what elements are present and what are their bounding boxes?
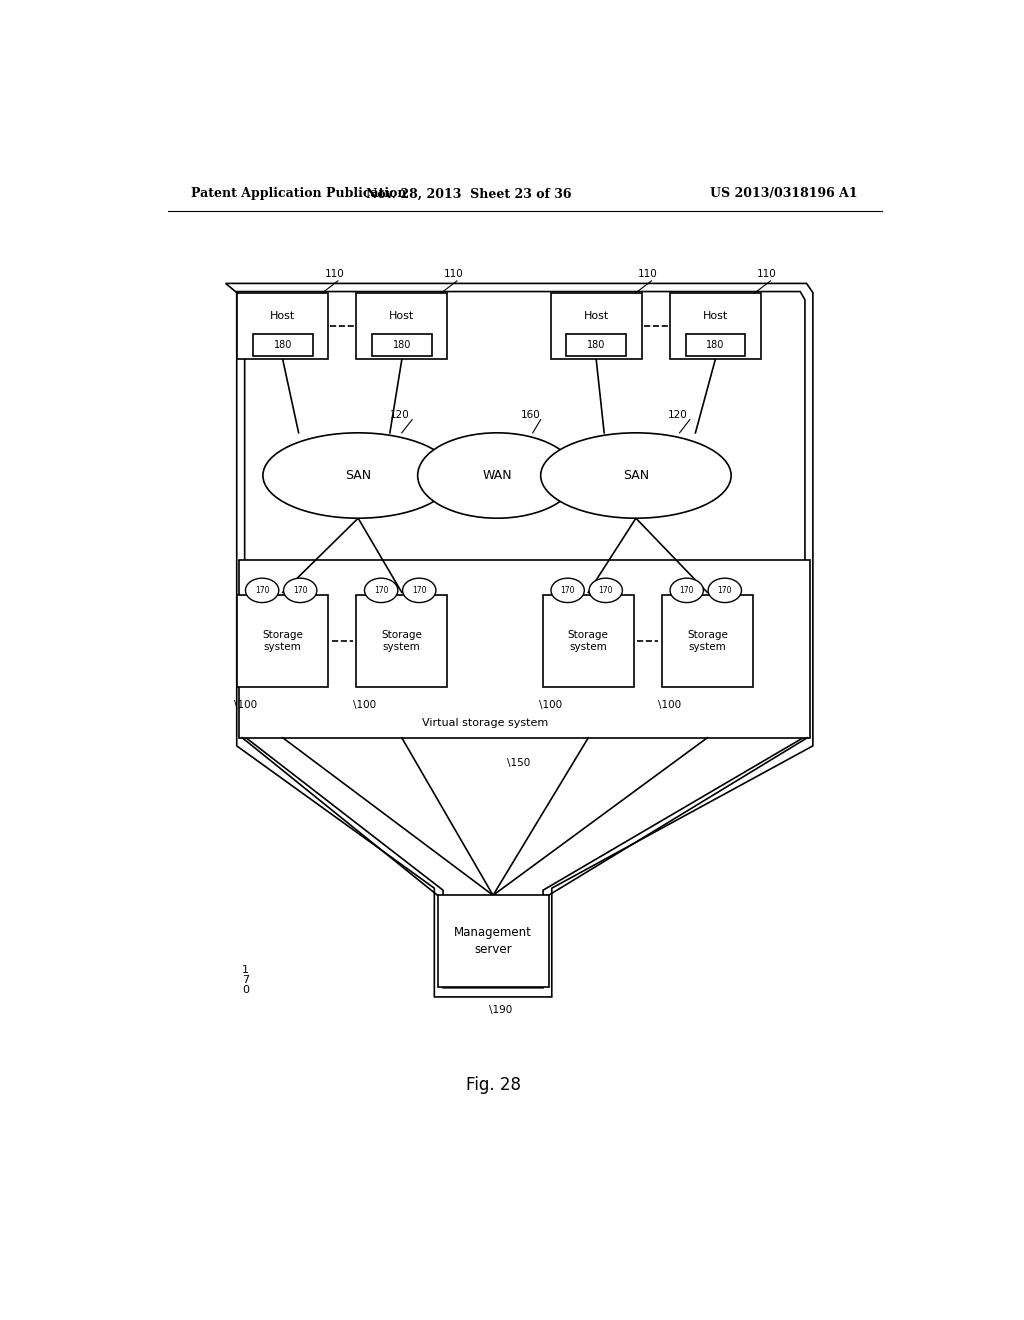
FancyBboxPatch shape — [685, 334, 745, 356]
Text: SAN: SAN — [345, 469, 372, 482]
Text: WAN: WAN — [482, 469, 512, 482]
Ellipse shape — [402, 578, 436, 602]
FancyBboxPatch shape — [356, 595, 447, 686]
Text: Host: Host — [389, 312, 415, 321]
Text: Virtual storage system: Virtual storage system — [422, 718, 548, 727]
Ellipse shape — [551, 578, 585, 602]
Text: 110: 110 — [443, 269, 463, 279]
FancyBboxPatch shape — [238, 293, 329, 359]
Text: 110: 110 — [638, 269, 657, 279]
Text: 180: 180 — [392, 341, 411, 350]
Text: \190: \190 — [489, 1005, 512, 1015]
Text: 160: 160 — [521, 409, 541, 420]
Text: \100: \100 — [233, 700, 257, 710]
Text: 170: 170 — [560, 586, 574, 595]
Text: Nov. 28, 2013  Sheet 23 of 36: Nov. 28, 2013 Sheet 23 of 36 — [367, 187, 572, 201]
Text: \100: \100 — [539, 700, 562, 710]
Text: Host: Host — [702, 312, 728, 321]
Ellipse shape — [541, 433, 731, 519]
Text: 110: 110 — [325, 269, 344, 279]
Ellipse shape — [670, 578, 703, 602]
Ellipse shape — [263, 433, 454, 519]
Text: 170: 170 — [680, 586, 694, 595]
Text: 180: 180 — [707, 341, 724, 350]
Text: Storage
system: Storage system — [381, 630, 422, 652]
FancyBboxPatch shape — [372, 334, 431, 356]
FancyBboxPatch shape — [238, 595, 329, 686]
Ellipse shape — [418, 433, 577, 519]
Text: US 2013/0318196 A1: US 2013/0318196 A1 — [711, 187, 858, 201]
FancyBboxPatch shape — [437, 895, 549, 987]
Text: 170: 170 — [718, 586, 732, 595]
Text: \150: \150 — [507, 758, 530, 768]
FancyBboxPatch shape — [670, 293, 761, 359]
Ellipse shape — [246, 578, 279, 602]
Text: 180: 180 — [587, 341, 605, 350]
FancyBboxPatch shape — [551, 293, 642, 359]
FancyBboxPatch shape — [543, 595, 634, 686]
Text: Host: Host — [270, 312, 295, 321]
Text: 170: 170 — [412, 586, 427, 595]
Text: Storage
system: Storage system — [568, 630, 608, 652]
FancyBboxPatch shape — [240, 560, 811, 738]
Text: Storage
system: Storage system — [262, 630, 303, 652]
Text: 120: 120 — [668, 409, 687, 420]
Ellipse shape — [284, 578, 316, 602]
Text: Management
server: Management server — [454, 927, 532, 956]
Ellipse shape — [589, 578, 623, 602]
Text: Patent Application Publication: Patent Application Publication — [191, 187, 407, 201]
Text: Storage
system: Storage system — [687, 630, 728, 652]
FancyBboxPatch shape — [566, 334, 626, 356]
FancyBboxPatch shape — [253, 334, 312, 356]
Text: 170: 170 — [255, 586, 269, 595]
Text: 170: 170 — [293, 586, 307, 595]
Text: 110: 110 — [757, 269, 776, 279]
Text: \100: \100 — [352, 700, 376, 710]
Text: SAN: SAN — [623, 469, 649, 482]
Text: \100: \100 — [658, 700, 681, 710]
Text: 170: 170 — [598, 586, 613, 595]
Text: 170: 170 — [374, 586, 388, 595]
Text: 1
7
0: 1 7 0 — [242, 965, 249, 995]
Ellipse shape — [709, 578, 741, 602]
Ellipse shape — [365, 578, 397, 602]
Text: 180: 180 — [273, 341, 292, 350]
FancyBboxPatch shape — [662, 595, 753, 686]
Text: 120: 120 — [390, 409, 410, 420]
FancyBboxPatch shape — [356, 293, 447, 359]
Text: Host: Host — [584, 312, 609, 321]
Text: Fig. 28: Fig. 28 — [466, 1076, 520, 1094]
